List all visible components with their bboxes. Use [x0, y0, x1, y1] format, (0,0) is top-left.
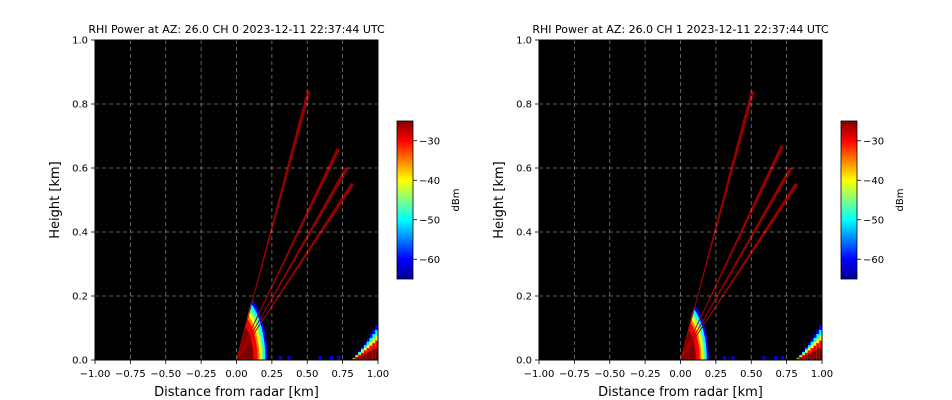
colorbar-tick-label: −40 — [863, 176, 884, 187]
y-tick-label: 0.0 — [516, 356, 532, 367]
x-tick-label: −0.75 — [115, 369, 146, 380]
x-tick-label: −0.25 — [630, 369, 661, 380]
weak-echo-pixel — [287, 356, 291, 360]
far-echo-cell — [363, 353, 367, 360]
x-tick-label: −0.50 — [150, 369, 181, 380]
far-echo-cell — [355, 357, 359, 360]
plot-content — [236, 90, 378, 360]
y-axis-ticks: 0.0 0.2 0.4 0.6 0.8 1.0 — [72, 36, 95, 367]
beam-core-2 — [680, 145, 783, 360]
beam-core-4 — [680, 183, 797, 360]
chart-panel-ch0: RHI Power at AZ: 26.0 CH 0 2023-12-11 22… — [48, 23, 462, 400]
plot-content — [680, 90, 822, 360]
x-tick-label: −0.50 — [594, 369, 625, 380]
colorbar-ticks: −30 −40 −50 −60 — [857, 136, 884, 266]
beam-core-1 — [236, 91, 310, 360]
far-echo-cell — [802, 356, 806, 360]
far-echo-cell — [361, 355, 365, 360]
far-echo-cell — [816, 349, 820, 360]
plot-area — [95, 40, 378, 360]
colorbar-gradient — [840, 120, 858, 280]
beam-core-4 — [236, 183, 353, 360]
colorbar-tick-label: −60 — [419, 255, 440, 266]
x-tick-label: 0.00 — [225, 369, 247, 380]
x-tick-label: 0.25 — [261, 369, 283, 380]
y-tick-label: 1.0 — [516, 36, 532, 47]
y-axis-label: Height [km] — [48, 161, 63, 238]
far-echo-cell — [807, 353, 811, 360]
x-tick-label: 1.00 — [811, 369, 833, 380]
colorbar-ticks: −30 −40 −50 −60 — [413, 136, 440, 266]
far-echo-cell — [813, 350, 817, 360]
x-axis-label: Distance from radar [km] — [598, 385, 763, 400]
y-tick-label: 0.8 — [516, 100, 532, 111]
far-echo-cell — [358, 356, 362, 360]
x-tick-label: 0.00 — [669, 369, 691, 380]
far-echo-cell — [372, 349, 376, 360]
y-tick-label: 0.0 — [72, 356, 88, 367]
beam-1 — [236, 90, 311, 360]
weak-echo-pixel — [722, 356, 726, 360]
x-tick-label: 0.50 — [740, 369, 762, 380]
y-tick-label: 0.6 — [72, 164, 88, 175]
y-tick-label: 0.2 — [72, 292, 88, 303]
x-tick-label: 0.75 — [775, 369, 797, 380]
weak-echo-pixel — [278, 356, 282, 360]
y-axis-ticks: 0.0 0.2 0.4 0.6 0.8 1.0 — [516, 36, 539, 367]
x-axis-label: Distance from radar [km] — [154, 385, 319, 400]
y-axis-label: Height [km] — [492, 161, 507, 238]
colorbar-tick-label: −40 — [419, 176, 440, 187]
x-tick-label: 0.50 — [296, 369, 318, 380]
beam-1 — [680, 90, 755, 360]
beam-core-2 — [236, 148, 339, 360]
weak-echo-pixel — [318, 356, 322, 360]
far-echo-cell — [805, 355, 809, 360]
colorbar-label: dBm — [451, 189, 462, 212]
chart-title: RHI Power at AZ: 26.0 CH 1 2023-12-11 22… — [532, 23, 829, 36]
plot-area — [539, 40, 822, 360]
chart-title: RHI Power at AZ: 26.0 CH 0 2023-12-11 22… — [88, 23, 385, 36]
beam-core-3 — [236, 167, 348, 360]
weak-echo-pixel — [762, 356, 766, 360]
x-tick-label: −0.25 — [186, 369, 217, 380]
colorbar: −30 −40 −50 −60 dBm — [840, 120, 906, 280]
far-echo-cell — [819, 347, 822, 360]
x-tick-label: −1.00 — [80, 369, 111, 380]
colorbar-tick-label: −50 — [863, 215, 884, 226]
colorbar: −30 −40 −50 −60 dBm — [396, 120, 462, 280]
x-tick-label: −1.00 — [524, 369, 555, 380]
y-tick-label: 0.4 — [72, 228, 88, 239]
colorbar-tick-label: −60 — [863, 255, 884, 266]
far-echo-cell — [799, 357, 803, 360]
far-echo-cell — [375, 347, 378, 360]
x-tick-label: 0.25 — [705, 369, 727, 380]
y-tick-label: 0.6 — [516, 164, 532, 175]
weak-echo-pixel — [731, 356, 735, 360]
far-echo-cell — [810, 352, 814, 360]
weak-echo-pixel — [780, 356, 784, 360]
x-tick-label: 0.75 — [331, 369, 353, 380]
x-axis-ticks: −1.00 −0.75 −0.50 −0.25 0.00 0.25 0.50 0.75 1.00 — [524, 360, 833, 380]
weak-echo-pixel — [329, 356, 333, 360]
x-tick-label: −0.75 — [559, 369, 590, 380]
weak-echo-pixel — [773, 356, 777, 360]
beam-core-3 — [680, 167, 792, 360]
x-axis-ticks: −1.00 −0.75 −0.50 −0.25 0.00 0.25 0.50 0.75 1.00 — [80, 360, 389, 380]
y-tick-label: 1.0 — [72, 36, 88, 47]
far-echo-cell — [366, 352, 370, 360]
far-echo-cell — [369, 350, 373, 360]
weak-echo-pixel — [336, 356, 340, 360]
colorbar-tick-label: −50 — [419, 215, 440, 226]
y-tick-label: 0.8 — [72, 100, 88, 111]
x-tick-label: 1.00 — [367, 369, 389, 380]
y-tick-label: 0.2 — [516, 292, 532, 303]
colorbar-gradient — [396, 120, 414, 280]
beam-core-1 — [680, 91, 754, 360]
colorbar-tick-label: −30 — [419, 136, 440, 147]
colorbar-label: dBm — [895, 189, 906, 212]
chart-panel-ch1: RHI Power at AZ: 26.0 CH 1 2023-12-11 22… — [492, 23, 906, 400]
y-tick-label: 0.4 — [516, 228, 532, 239]
colorbar-tick-label: −30 — [863, 136, 884, 147]
